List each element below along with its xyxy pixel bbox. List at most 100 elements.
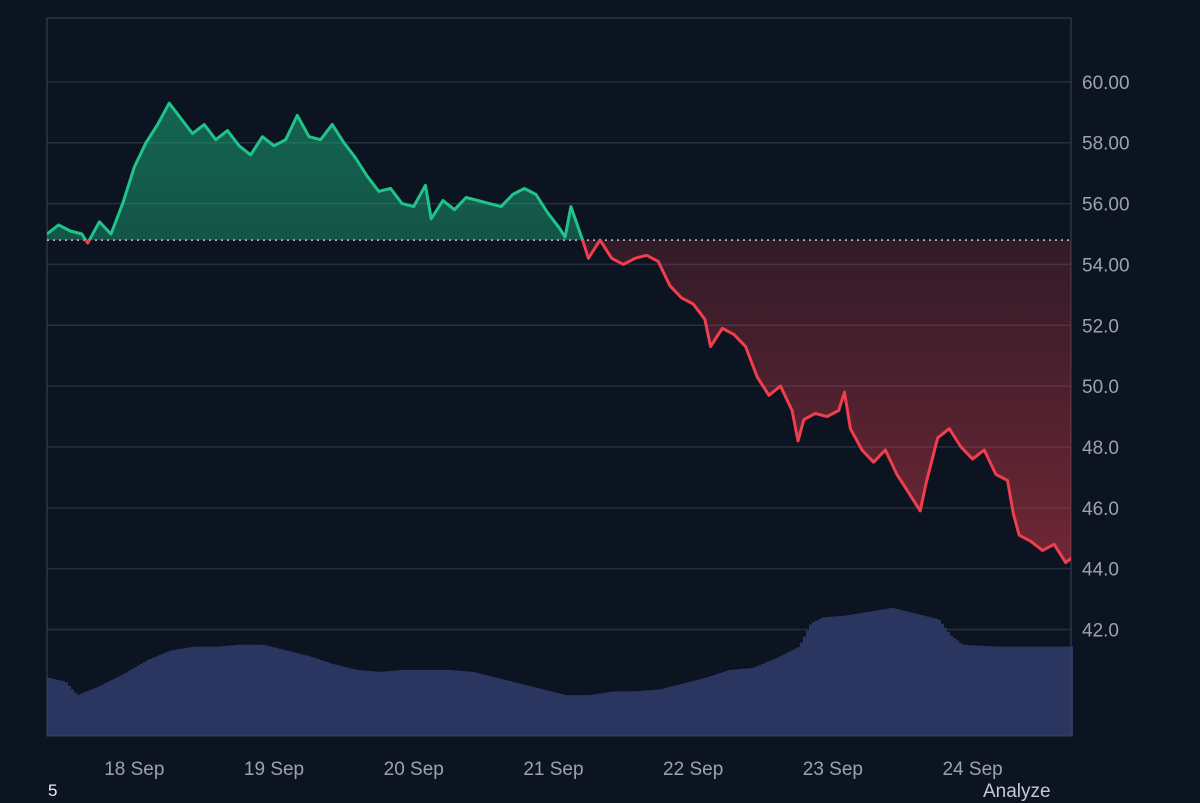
volume-bar [953,638,956,736]
volume-bar [497,678,500,736]
volume-bar [59,680,62,736]
volume-bar [1067,646,1070,736]
volume-bar [281,649,284,736]
volume-bar [329,663,332,736]
volume-bar [617,691,620,736]
volume-bar [836,616,839,736]
volume-bar [113,678,116,736]
volume-bar [1007,646,1010,736]
volume-bar [1028,646,1031,736]
volume-bar [620,691,623,736]
volume-bar [920,615,923,736]
volume-bar [1019,646,1022,736]
volume-bar [89,689,92,736]
volume-bar [227,645,230,736]
volume-bar [431,669,434,736]
volume-bar [902,610,905,736]
volume-bar [533,687,536,736]
volume-bar [317,659,320,736]
volume-bar [731,669,734,736]
volume-bar [1058,646,1061,736]
volume-bar [548,690,551,736]
volume-bar [473,672,476,736]
volume-bar [98,686,101,736]
volume-bar [803,636,806,736]
volume-bar [1049,646,1052,736]
volume-bar [434,669,437,736]
volume-bar [623,691,626,736]
x-tick-label: 18 Sep [104,759,164,780]
volume-bar [590,694,593,736]
volume-bar [62,681,65,736]
volume-bar [746,668,749,736]
volume-bar [299,653,302,736]
volume-bar [83,692,86,736]
volume-bar [596,693,599,736]
volume-bar [542,689,545,736]
volume-bar [818,619,821,736]
volume-bar [788,651,791,736]
volume-bar [251,644,254,736]
volume-bar [557,693,560,736]
volume-bar [995,646,998,736]
volume-bar [413,669,416,736]
volume-bar [515,682,518,736]
y-tick-label: 48.0 [1082,438,1119,459]
volume-bar [446,669,449,736]
volume-bar [839,616,842,736]
y-tick-label: 56.00 [1082,195,1130,216]
volume-bar [311,657,314,736]
volume-bar [938,619,941,736]
volume-bar [161,653,164,736]
area-above-baseline [47,103,1071,241]
volume-bar [68,685,71,736]
volume-bar [851,614,854,736]
volume-bar [602,692,605,736]
volume-bar [518,683,521,736]
volume-bar [866,611,869,736]
analyze-link[interactable]: Analyze [983,781,1051,802]
volume-bar [245,644,248,736]
x-tick-label: 21 Sep [523,759,583,780]
volume-bar [794,648,797,736]
volume-bar [293,652,296,736]
volume-bar [581,695,584,736]
volume-bar [563,694,566,736]
volume-bar [335,664,338,736]
volume-bar [1040,646,1043,736]
volume-bar [824,617,827,736]
volume-bar [314,658,317,736]
volume-bar [884,608,887,736]
y-tick-label: 58.00 [1082,134,1130,155]
volume-bar [551,691,554,736]
volume-bar [323,661,326,736]
volume-bar [308,656,311,736]
volume-bar [428,669,431,736]
volume-bar [215,646,218,736]
volume-bar [683,683,686,736]
volume-bar [359,670,362,736]
volume-bar [134,667,137,736]
volume-bar [968,645,971,736]
volume-bar [149,658,152,736]
volume-bar [659,689,662,736]
volume-bar [461,670,464,736]
volume-bar [923,615,926,736]
volume-bar [506,680,509,736]
volume-bar [527,685,530,736]
volume-bar [695,680,698,736]
volume-bar [353,669,356,736]
volume-bar [806,630,809,736]
volume-bar [704,677,707,736]
volume-bar [212,646,215,736]
volume-bar [941,623,944,736]
volume-bar [476,672,479,736]
volume-bar [752,667,755,736]
volume-bar [200,646,203,736]
volume-bar [773,658,776,736]
volume-bars [47,607,1073,736]
volume-bar [263,644,266,736]
area-below-baseline [85,240,1071,563]
volume-bar [971,645,974,736]
volume-bar [593,694,596,736]
